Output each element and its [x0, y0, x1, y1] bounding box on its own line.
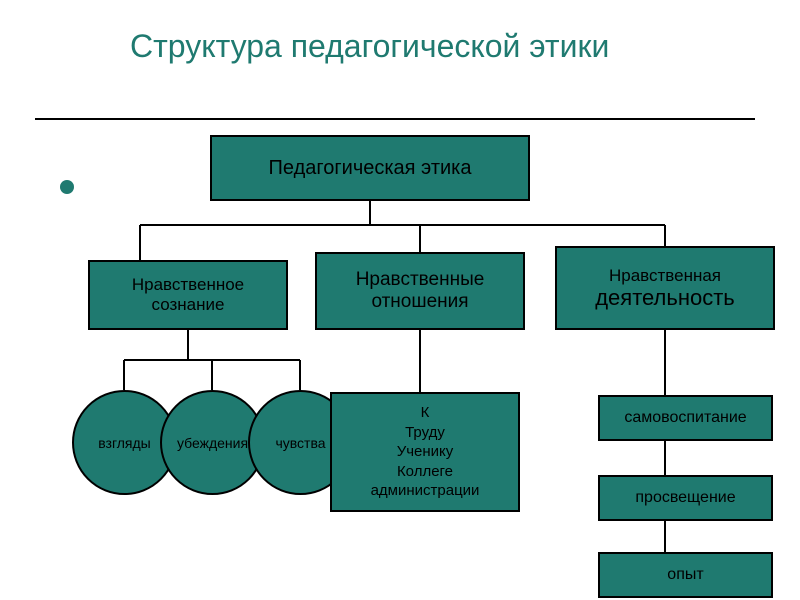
- relations-list-item: Ученику: [397, 442, 454, 462]
- relations-list-item: администрации: [371, 481, 480, 501]
- node-relations-list: КТрудуУченикуКоллегеадминистрации: [330, 392, 520, 512]
- slide: { "title": { "text": "Структура педагоги…: [0, 0, 800, 600]
- relations-list-item: Коллеге: [397, 462, 453, 482]
- node-experience: опыт: [598, 552, 773, 598]
- node-activity: Нравственная деятельность: [555, 246, 775, 330]
- node-activity-line2: деятельность: [595, 285, 735, 310]
- node-activity-inner: Нравственная деятельность: [595, 266, 735, 311]
- node-activity-line1: Нравственная: [609, 266, 721, 286]
- relations-list-item: К: [421, 403, 430, 423]
- node-consciousness: Нравственноесознание: [88, 260, 288, 330]
- relations-list-item: Труду: [405, 423, 445, 443]
- node-enlightenment: просвещение: [598, 475, 773, 521]
- relations-list-inner: КТрудуУченикуКоллегеадминистрации: [371, 403, 480, 501]
- node-self-education: самовоспитание: [598, 395, 773, 441]
- node-root: Педагогическая этика: [210, 135, 530, 201]
- slide-title: Структура педагогической этики: [130, 28, 690, 65]
- bullet-icon: [60, 180, 74, 194]
- title-underline: [35, 118, 755, 120]
- node-relations: Нравственныеотношения: [315, 252, 525, 330]
